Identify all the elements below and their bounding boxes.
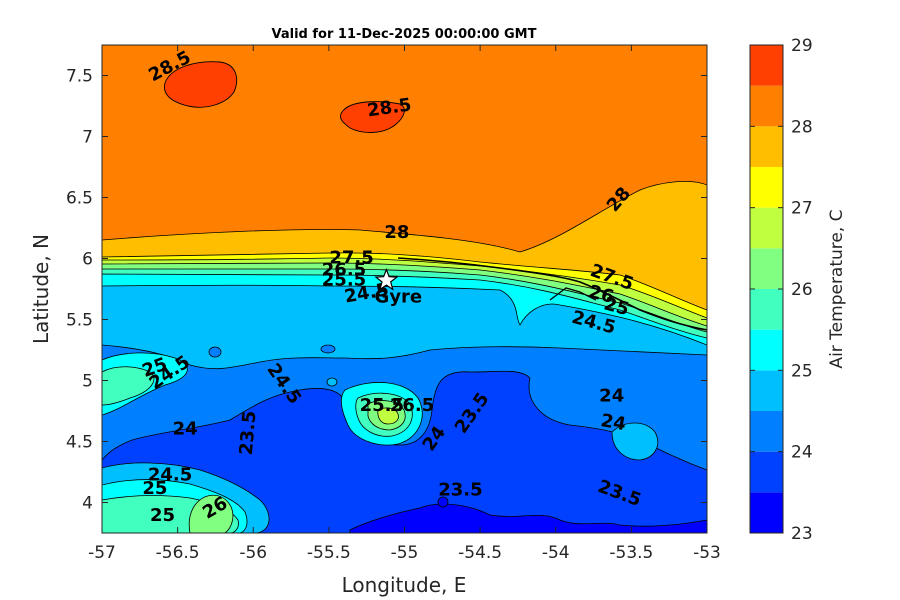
y-tick-label: 7 (82, 128, 93, 148)
y-axis-label: Latitude, N (29, 234, 53, 344)
band-23 (349, 503, 707, 533)
colorbar-segment (750, 207, 783, 249)
y-tick-label: 5.5 (66, 311, 93, 331)
colorbar-segment (750, 289, 783, 330)
colorbar-segment (750, 411, 783, 452)
x-tick-label: -53 (693, 543, 721, 563)
y-tick-label: 6 (82, 250, 93, 270)
x-tick-label: -55.5 (307, 543, 351, 563)
colorbar: 23 24 25 26 27 28 29 (749, 36, 813, 544)
se-pocket-24_5 (611, 422, 659, 461)
contour-label: 25.5 (322, 269, 366, 290)
x-axis-label: Longitude, E (342, 573, 467, 597)
contour-label: 23.5 (438, 479, 482, 500)
y-tick-label: 7.5 (66, 67, 93, 87)
colorbar-segment (750, 492, 783, 533)
markers: Gyre (374, 267, 423, 307)
x-tick-label: -56.5 (156, 543, 200, 563)
colorbar-segment (750, 45, 783, 86)
x-tick-label: -54.5 (458, 543, 502, 563)
contour-label: 24 (599, 410, 627, 435)
colorbar-segment (750, 85, 783, 127)
center-blob-26_5 (377, 407, 399, 425)
colorbar-segment (750, 248, 783, 289)
contour-label: 25 (142, 478, 167, 499)
small-pocket-2 (320, 344, 336, 354)
colorbar-segment (750, 370, 783, 411)
coastline (397, 257, 707, 331)
colorbar-tick-label: 23 (791, 524, 813, 544)
contour-label: 24 (599, 385, 624, 406)
colorbar-tick-label: 25 (791, 361, 813, 381)
hotspot-north-center (339, 101, 405, 133)
y-tick-label: 4 (82, 494, 93, 514)
y-tick-label: 5 (82, 372, 93, 392)
colorbar-tick-label: 27 (791, 199, 813, 219)
coastline-inlet (549, 287, 597, 301)
contour-label: 25.5 (360, 395, 404, 416)
contour-label: 24.5 (148, 465, 192, 486)
y-tick-label: 6.5 (66, 189, 93, 209)
colorbar-segment (750, 126, 783, 167)
contour-label: 28 (384, 222, 409, 243)
west-pocket-25_5 (102, 366, 155, 406)
contour-label: 26.5 (390, 395, 434, 416)
sw-blob-26 (188, 494, 234, 533)
x-tick-label: -57 (88, 543, 116, 563)
colorbar-tick-label: 29 (791, 36, 813, 56)
axis-ticks: -57 -56.5 -56 -55.5 -55 -54.5 -54 -53.5 -53 4 4.5 5… (66, 45, 721, 563)
chart-title: Valid for 11-Dec-2025 00:00:00 GMT (272, 27, 537, 42)
colorbar-tick-label: 28 (791, 117, 813, 137)
station-star-marker (374, 267, 399, 291)
small-pocket-4 (437, 496, 449, 508)
x-tick-label: -56 (239, 543, 267, 563)
colorbar-segment (750, 329, 783, 371)
colorbar-segment (750, 167, 783, 208)
colorbar-label: Air Temperature, C (827, 209, 847, 368)
colorbar-tick-label: 26 (791, 280, 813, 300)
small-pocket-1 (208, 346, 222, 358)
x-tick-label: -55 (391, 543, 419, 563)
y-tick-label: 4.5 (66, 433, 93, 453)
contour-label: 26.5 (322, 260, 366, 281)
x-tick-label: -54 (542, 543, 570, 563)
colorbar-tick-label: 24 (791, 443, 813, 463)
colorbar-segment (750, 451, 783, 493)
station-label: Gyre (375, 286, 423, 307)
x-tick-label: -53.5 (609, 543, 653, 563)
small-pocket-3 (326, 377, 338, 387)
contour-label: 24 (173, 418, 198, 439)
contour-label: 25 (150, 505, 175, 526)
contour-label: 27.5 (329, 248, 373, 269)
hotspot-north-west (164, 61, 238, 108)
contour-field (102, 45, 707, 533)
contour-label: 23.5 (236, 410, 261, 456)
